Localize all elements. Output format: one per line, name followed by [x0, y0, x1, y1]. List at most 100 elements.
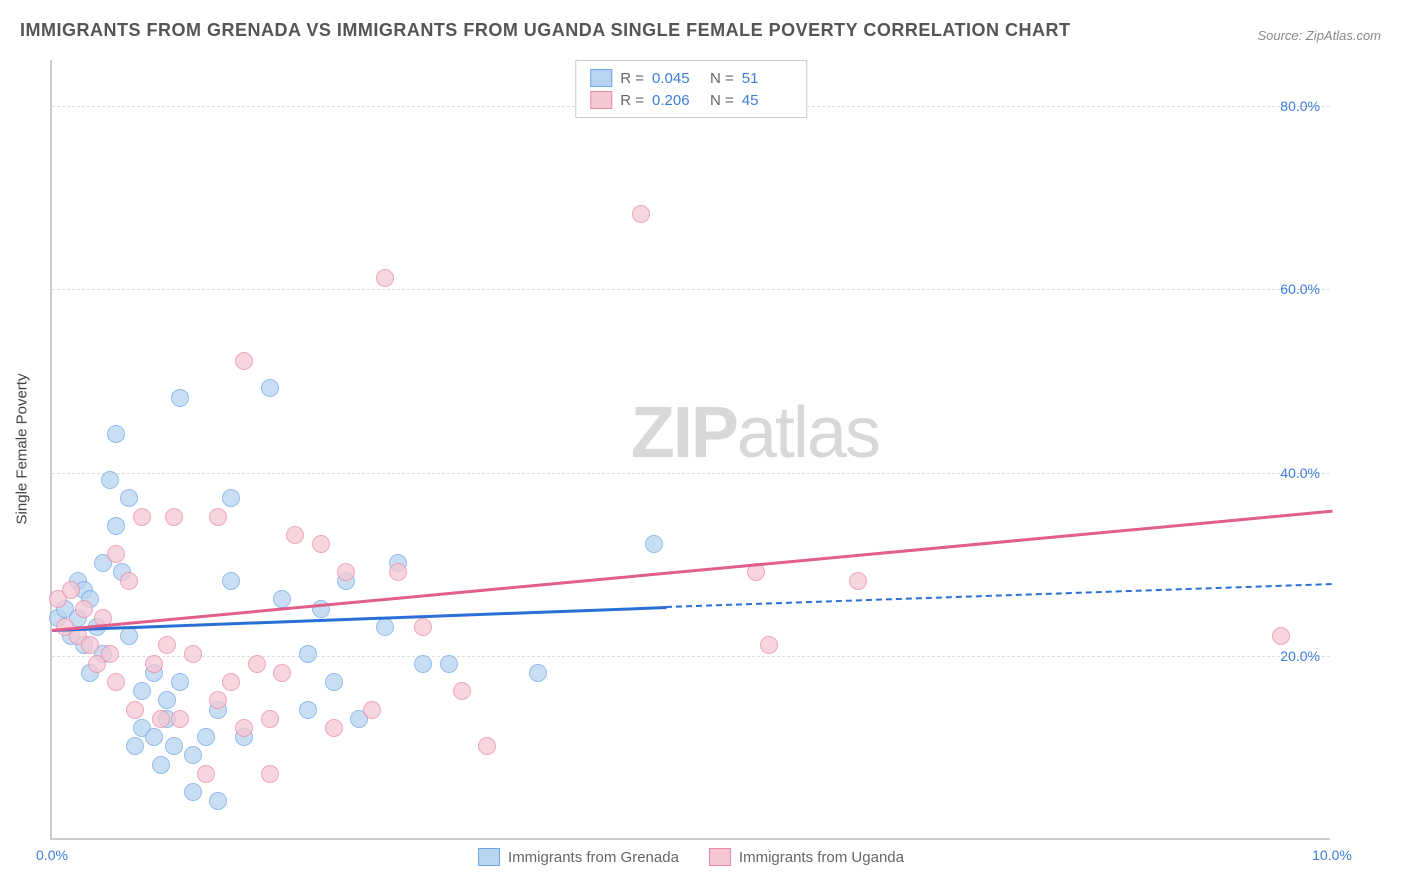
scatter-point-uganda	[222, 673, 240, 691]
gridline	[52, 473, 1330, 474]
scatter-point-uganda	[197, 765, 215, 783]
scatter-point-uganda	[235, 352, 253, 370]
legend-swatch	[709, 848, 731, 866]
scatter-point-grenada	[184, 746, 202, 764]
scatter-point-uganda	[133, 508, 151, 526]
stats-legend-row: R =0.045N =51	[590, 67, 792, 89]
scatter-point-uganda	[1272, 627, 1290, 645]
scatter-point-grenada	[152, 756, 170, 774]
scatter-point-grenada	[158, 691, 176, 709]
y-tick-label: 40.0%	[1280, 465, 1320, 481]
legend-r-value: 0.045	[652, 70, 702, 87]
scatter-point-uganda	[337, 563, 355, 581]
chart-area: ZIPatlas R =0.045N =51R =0.206N =45 Immi…	[50, 60, 1380, 840]
scatter-point-uganda	[184, 645, 202, 663]
scatter-point-grenada	[120, 627, 138, 645]
y-tick-label: 80.0%	[1280, 98, 1320, 114]
scatter-point-uganda	[286, 526, 304, 544]
gridline	[52, 289, 1330, 290]
scatter-point-grenada	[107, 425, 125, 443]
stats-legend: R = 0.045 N = 51 R = 0.206 N = 45	[575, 60, 807, 118]
legend-r-prefix: R =	[620, 92, 644, 109]
watermark-bold: ZIP	[631, 393, 737, 473]
scatter-point-uganda	[235, 719, 253, 737]
scatter-point-grenada	[184, 783, 202, 801]
series-legend-item: Immigrants from Grenada	[478, 848, 679, 866]
trendline-grenada-extrapolated	[666, 583, 1332, 608]
scatter-point-uganda	[261, 710, 279, 728]
legend-swatch	[478, 848, 500, 866]
series-legend-item: Immigrants from Uganda	[709, 848, 904, 866]
trendline-grenada	[52, 606, 667, 632]
scatter-point-grenada	[120, 489, 138, 507]
scatter-point-grenada	[209, 792, 227, 810]
scatter-point-grenada	[133, 682, 151, 700]
scatter-point-uganda	[478, 737, 496, 755]
scatter-point-grenada	[171, 389, 189, 407]
series-legend-label: Immigrants from Grenada	[508, 849, 679, 866]
scatter-point-grenada	[222, 489, 240, 507]
scatter-point-grenada	[273, 590, 291, 608]
scatter-point-uganda	[165, 508, 183, 526]
scatter-point-uganda	[325, 719, 343, 737]
legend-swatch	[590, 69, 612, 87]
trendline-uganda	[52, 510, 1332, 632]
y-axis-label: Single Female Poverty	[14, 374, 31, 525]
y-tick-label: 60.0%	[1280, 281, 1320, 297]
scatter-point-grenada	[529, 664, 547, 682]
scatter-point-uganda	[273, 664, 291, 682]
scatter-point-uganda	[158, 636, 176, 654]
chart-title: IMMIGRANTS FROM GRENADA VS IMMIGRANTS FR…	[20, 20, 1071, 41]
scatter-point-uganda	[107, 545, 125, 563]
scatter-point-grenada	[126, 737, 144, 755]
scatter-point-uganda	[312, 535, 330, 553]
watermark: ZIPatlas	[631, 392, 879, 474]
legend-r-prefix: R =	[620, 70, 644, 87]
scatter-point-grenada	[222, 572, 240, 590]
source-attribution: Source: ZipAtlas.com	[1257, 28, 1381, 43]
scatter-point-grenada	[145, 728, 163, 746]
scatter-point-grenada	[197, 728, 215, 746]
scatter-point-grenada	[299, 645, 317, 663]
scatter-point-uganda	[81, 636, 99, 654]
x-tick-label: 10.0%	[1312, 847, 1352, 863]
series-legend-label: Immigrants from Uganda	[739, 849, 904, 866]
y-tick-label: 20.0%	[1280, 648, 1320, 664]
scatter-point-uganda	[62, 581, 80, 599]
scatter-point-uganda	[152, 710, 170, 728]
scatter-point-grenada	[165, 737, 183, 755]
scatter-point-grenada	[414, 655, 432, 673]
scatter-point-uganda	[107, 673, 125, 691]
legend-swatch	[590, 91, 612, 109]
scatter-point-uganda	[171, 710, 189, 728]
scatter-point-uganda	[414, 618, 432, 636]
scatter-point-uganda	[261, 765, 279, 783]
series-legend: Immigrants from Grenada Immigrants from U…	[478, 848, 904, 866]
legend-n-prefix: N =	[710, 92, 734, 109]
scatter-point-uganda	[101, 645, 119, 663]
scatter-point-uganda	[760, 636, 778, 654]
scatter-point-grenada	[171, 673, 189, 691]
scatter-point-uganda	[145, 655, 163, 673]
legend-r-value: 0.206	[652, 92, 702, 109]
scatter-point-uganda	[363, 701, 381, 719]
legend-n-value: 45	[742, 92, 792, 109]
scatter-point-uganda	[632, 205, 650, 223]
scatter-point-uganda	[209, 691, 227, 709]
scatter-point-uganda	[75, 600, 93, 618]
scatter-point-uganda	[248, 655, 266, 673]
scatter-point-grenada	[376, 618, 394, 636]
legend-n-value: 51	[742, 70, 792, 87]
scatter-point-uganda	[376, 269, 394, 287]
scatter-point-uganda	[389, 563, 407, 581]
scatter-point-grenada	[107, 517, 125, 535]
gridline	[52, 656, 1330, 657]
scatter-point-uganda	[849, 572, 867, 590]
plot-region: ZIPatlas R =0.045N =51R =0.206N =45 Immi…	[50, 60, 1330, 840]
scatter-point-uganda	[126, 701, 144, 719]
stats-legend-row: R = 0.206 N = 45	[590, 89, 792, 111]
scatter-point-grenada	[299, 701, 317, 719]
scatter-point-uganda	[453, 682, 471, 700]
scatter-point-grenada	[325, 673, 343, 691]
scatter-point-uganda	[209, 508, 227, 526]
